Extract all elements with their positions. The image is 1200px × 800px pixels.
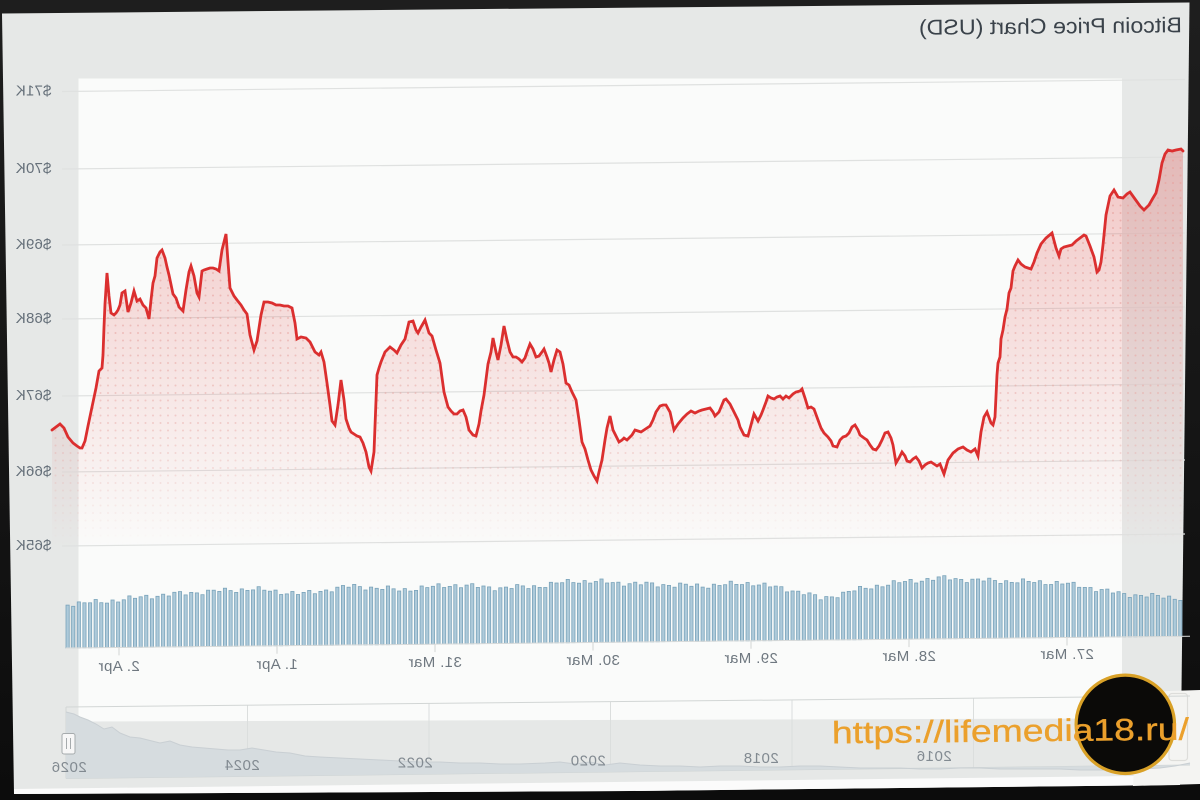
svg-text:Bitcoin Price Chart (USD): Bitcoin Price Chart (USD) [919,13,1182,40]
svg-text:2018: 2018 [743,750,778,767]
svg-text:$68K: $68K [16,310,52,327]
svg-text:2. Apr: 2. Apr [98,658,140,675]
svg-text:2026: 2026 [51,759,86,776]
svg-text:1. Apr: 1. Apr [256,656,298,673]
svg-text:2024: 2024 [224,757,259,774]
svg-text:2022: 2022 [397,755,432,772]
svg-text:$65K: $65K [16,537,52,554]
svg-text:2020: 2020 [570,752,605,769]
svg-text:$71K: $71K [16,83,52,100]
svg-text:27. Mar: 27. Mar [1040,646,1094,663]
svg-text:29. Mar: 29. Mar [724,650,778,667]
svg-text:$66K: $66K [16,463,52,480]
svg-text:https://lifemedia18.ru/: https://lifemedia18.ru/ [832,712,1190,751]
svg-text:30. Mar: 30. Mar [566,652,620,669]
svg-text:$70K: $70K [16,160,52,177]
svg-text:31. Mar: 31. Mar [408,654,462,671]
svg-text:28. Mar: 28. Mar [882,648,936,665]
svg-text:$67K: $67K [16,387,52,404]
svg-text:2016: 2016 [916,748,951,765]
svg-text:$69K: $69K [16,236,52,253]
